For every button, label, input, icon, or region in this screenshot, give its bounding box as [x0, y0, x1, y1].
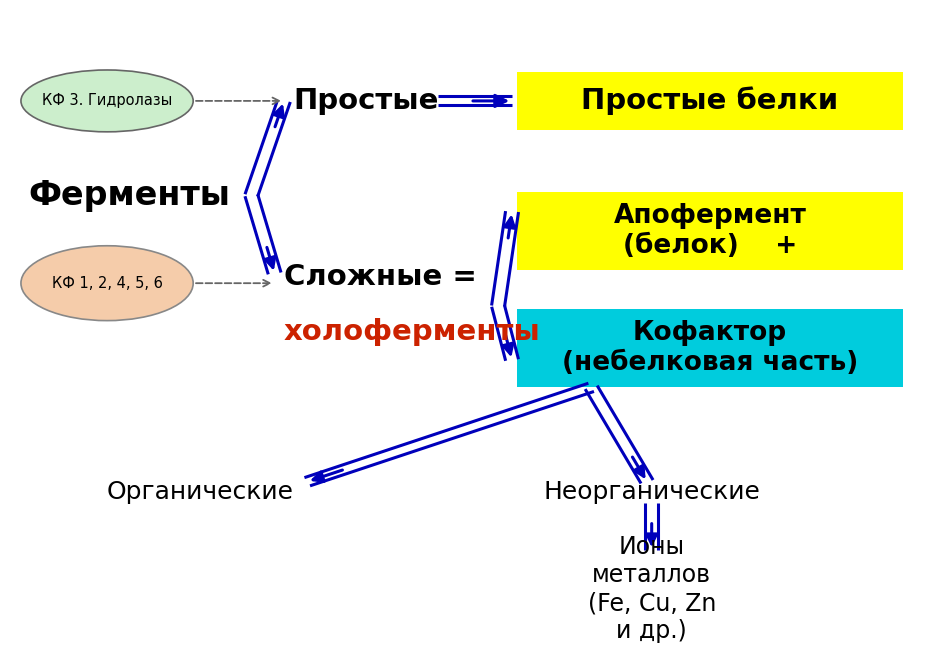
- FancyBboxPatch shape: [517, 309, 903, 387]
- Text: Ферменты: Ферменты: [28, 179, 230, 212]
- Ellipse shape: [21, 70, 194, 132]
- Text: КФ 3. Гидролазы: КФ 3. Гидролазы: [42, 93, 172, 109]
- FancyBboxPatch shape: [517, 72, 903, 130]
- Text: Неорганические: Неорганические: [544, 480, 760, 503]
- Ellipse shape: [21, 246, 194, 321]
- Text: Простые: Простые: [293, 87, 439, 115]
- Text: Органические: Органические: [107, 480, 293, 503]
- Text: Ионы
металлов
(Fe, Cu, Zn
и др.): Ионы металлов (Fe, Cu, Zn и др.): [587, 536, 716, 643]
- Text: КФ 1, 2, 4, 5, 6: КФ 1, 2, 4, 5, 6: [51, 275, 163, 291]
- Text: Апофермент
(белок)    +: Апофермент (белок) +: [614, 203, 806, 259]
- Text: Простые белки: Простые белки: [581, 87, 839, 115]
- Text: Кофактор
(небелковая часть): Кофактор (небелковая часть): [561, 320, 858, 376]
- Text: Сложные =: Сложные =: [284, 262, 477, 291]
- FancyBboxPatch shape: [517, 192, 903, 270]
- Text: холоферменты: холоферменты: [284, 318, 541, 346]
